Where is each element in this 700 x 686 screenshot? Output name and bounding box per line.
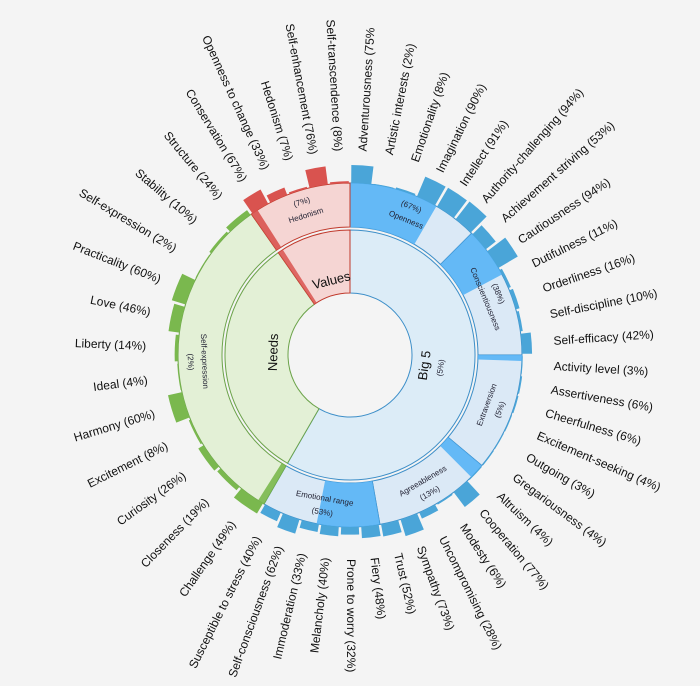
facet-label-self-discipline-10: Self-discipline (10%) <box>549 286 659 321</box>
facet-bar-trust-52 <box>381 520 402 537</box>
facet-bar-activity-level-3 <box>520 356 523 374</box>
facet-bar-modesty-6 <box>437 493 453 505</box>
facet-label-excitement-seeking-4: Excitement-seeking (4%) <box>535 429 663 495</box>
facet-bar-cooperation-77 <box>453 480 480 507</box>
facet-bar-excitement-seeking-4 <box>504 414 513 432</box>
facet-bar-susceptible-to-stress-40 <box>260 504 281 522</box>
facet-bar-closeness-19 <box>217 468 240 491</box>
facet-bar-artistic-interests-2 <box>373 183 394 189</box>
core-arc-needs <box>224 251 320 464</box>
facet-bar-prone-to-worry-32 <box>340 526 360 535</box>
facet-bar-fiery-48 <box>361 524 381 539</box>
facet-bar-self-expression-2 <box>195 254 210 278</box>
subgroup-fill-extraversion <box>477 355 522 362</box>
facet-bar-self-enhancement-76 <box>305 166 328 188</box>
core-arc-big-5 <box>286 229 476 481</box>
facet-bar-excitement-8 <box>188 419 203 445</box>
facet-bar-ideal-4 <box>177 363 182 391</box>
facet-bar-emotionality-8 <box>395 187 416 196</box>
facet-label-ideal-4: Ideal (4%) <box>92 373 148 394</box>
facet-bar-openness-to-change-33 <box>266 187 288 203</box>
facet-bar-practicality-60 <box>171 273 196 305</box>
facet-bar-uncompromising-28 <box>419 504 439 519</box>
facet-label-practicality-60: Practicality (60%) <box>71 239 163 286</box>
subgroup-fill-hedonism <box>251 210 282 251</box>
facet-label-stability-10: Stability (10%) <box>132 166 200 227</box>
facet-bar-self-transcendence-8 <box>330 181 349 185</box>
facet-bar-conservation-67 <box>243 189 269 214</box>
facet-label-liberty-14: Liberty (14%) <box>75 336 147 353</box>
facet-label-artistic-interests-2: Artistic interests (2%) <box>382 42 418 156</box>
subgroup-percent-self-expression: (2%) <box>186 353 196 371</box>
facet-label-activity-level-3: Activity level (3%) <box>553 359 648 378</box>
subgroup-fill-openness <box>350 183 437 245</box>
facet-label-openness-to-change-33: Openness to change (33%) <box>199 33 272 172</box>
facet-bar-adventurousness-75 <box>351 165 374 185</box>
core-fill-values <box>278 249 317 305</box>
facet-bar-stability-10 <box>209 231 229 254</box>
core-label-big-5: Big 5 <box>415 350 434 381</box>
subgroup-fill-conscientiousness <box>440 233 503 296</box>
core-arc-values <box>277 229 351 305</box>
subgroup-percent-emotional-range: (53%) <box>311 506 334 519</box>
facet-bar-immoderation-33 <box>299 520 319 532</box>
facet-bar-cheerfulness-6 <box>512 395 519 414</box>
facet-bar-intellect-91 <box>437 187 467 218</box>
subgroup-fill-emotional-range <box>316 480 380 527</box>
facet-label-uncompromising-28: Uncompromising (28%) <box>436 534 505 652</box>
facet-label-fiery-48: Fiery (48%) <box>368 557 389 620</box>
facet-bar-self-consciousness-62 <box>277 513 300 534</box>
facet-bar-gregariousness-4 <box>482 450 494 466</box>
subgroup-fill-self-expression <box>258 463 286 504</box>
facet-label-prone-to-worry-32: Prone to worry (32%) <box>344 559 358 672</box>
facet-bar-challenge-49 <box>233 488 263 514</box>
facet-label-trust-52: Trust (52%) <box>391 552 419 616</box>
facet-label-harmony-60: Harmony (60%) <box>72 407 156 445</box>
subgroup-fill-agreeableness <box>440 437 482 478</box>
facet-bar-assertiveness-6 <box>517 376 523 394</box>
facet-bar-hedonism-7 <box>288 186 308 194</box>
facet-bar-self-efficacy-42 <box>520 332 533 354</box>
facet-label-adventurousness-75: Adventurousness (75% <box>356 27 378 152</box>
facet-bar-structure-24 <box>226 210 251 232</box>
facet-label-excitement-8: Excitement (8%) <box>85 439 170 491</box>
facet-bar-cautiousness-94 <box>487 237 518 268</box>
facet-label-self-efficacy-42: Self-efficacy (42%) <box>553 327 654 348</box>
facet-label-self-transcendence-8: Self-transcendence (8%) <box>323 19 345 152</box>
core-label-needs: Needs <box>265 333 281 372</box>
facet-bar-melancholy-40 <box>319 524 339 537</box>
subgroup-label-self-expression: Self-expression <box>199 334 210 389</box>
facet-bar-altruism-4 <box>468 466 482 480</box>
facet-bar-curiosity-26 <box>198 445 220 471</box>
facet-label-assertiveness-6: Assertiveness (6%) <box>550 383 654 415</box>
facet-bar-sympathy-73 <box>400 513 424 537</box>
facet-bar-achievement-striving-53 <box>472 225 496 250</box>
facet-label-love-46: Love (46%) <box>89 293 152 319</box>
facet-label-melancholy-40: Melancholy (40%) <box>307 557 332 654</box>
facet-bar-self-discipline-10 <box>516 311 523 332</box>
facet-bar-authority-challenging-94 <box>455 201 487 233</box>
subgroup-arc-hedonism <box>250 182 351 251</box>
core-percent-big-5: (5%) <box>435 358 446 376</box>
facet-bar-love-46 <box>168 303 185 333</box>
facet-bar-imagination-90 <box>416 176 446 206</box>
facet-bar-liberty-14 <box>174 334 180 362</box>
facet-bar-orderliness-16 <box>509 288 520 310</box>
facet-bar-outgoing-3 <box>494 433 504 449</box>
facet-bar-harmony-60 <box>168 392 190 423</box>
facet-bar-dutifulness-11 <box>499 268 511 289</box>
